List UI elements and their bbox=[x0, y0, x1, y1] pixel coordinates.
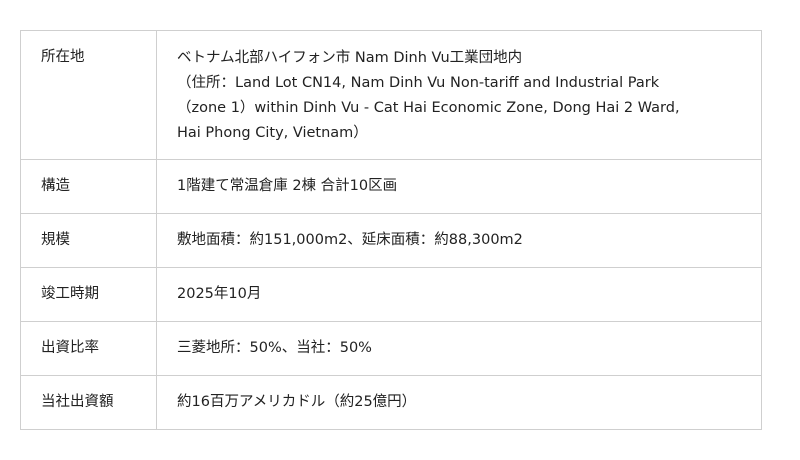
row-label: 規模 bbox=[20, 213, 157, 268]
row-value: 2025年10月 bbox=[156, 267, 762, 322]
table-row: 竣工時期 2025年10月 bbox=[20, 267, 762, 322]
row-value: 1階建て常温倉庫 2棟 合計10区画 bbox=[156, 159, 762, 214]
table-row: 所在地 ベトナム北部ハイフォン市 Nam Dinh Vu工業団地内 （住所：La… bbox=[20, 30, 762, 160]
table-row: 規模 敷地面積：約151,000m2、延床面積：約88,300m2 bbox=[20, 213, 762, 268]
project-overview-table: 所在地 ベトナム北部ハイフォン市 Nam Dinh Vu工業団地内 （住所：La… bbox=[20, 30, 762, 430]
row-label: 竣工時期 bbox=[20, 267, 157, 322]
row-label: 当社出資額 bbox=[20, 375, 157, 430]
row-value: 敷地面積：約151,000m2、延床面積：約88,300m2 bbox=[156, 213, 762, 268]
address-line: （住所：Land Lot CN14, Nam Dinh Vu Non-tarif… bbox=[177, 75, 660, 91]
table-row: 構造 1階建て常温倉庫 2棟 合計10区画 bbox=[20, 159, 762, 214]
row-value-address: ベトナム北部ハイフォン市 Nam Dinh Vu工業団地内 （住所：Land L… bbox=[156, 30, 762, 160]
row-label: 所在地 bbox=[20, 30, 157, 160]
row-value: 三菱地所：50%、当社：50% bbox=[156, 321, 762, 376]
row-value: 約16百万アメリカドル（約25億円） bbox=[156, 375, 762, 430]
row-label: 構造 bbox=[20, 159, 157, 214]
table-row: 出資比率 三菱地所：50%、当社：50% bbox=[20, 321, 762, 376]
row-label: 出資比率 bbox=[20, 321, 157, 376]
table-row: 当社出資額 約16百万アメリカドル（約25億円） bbox=[20, 375, 762, 430]
address-line: Hai Phong City, Vietnam） bbox=[177, 125, 368, 141]
address-line: ベトナム北部ハイフォン市 Nam Dinh Vu工業団地内 bbox=[177, 50, 523, 66]
address-line: （zone 1）within Dinh Vu - Cat Hai Economi… bbox=[177, 100, 680, 116]
